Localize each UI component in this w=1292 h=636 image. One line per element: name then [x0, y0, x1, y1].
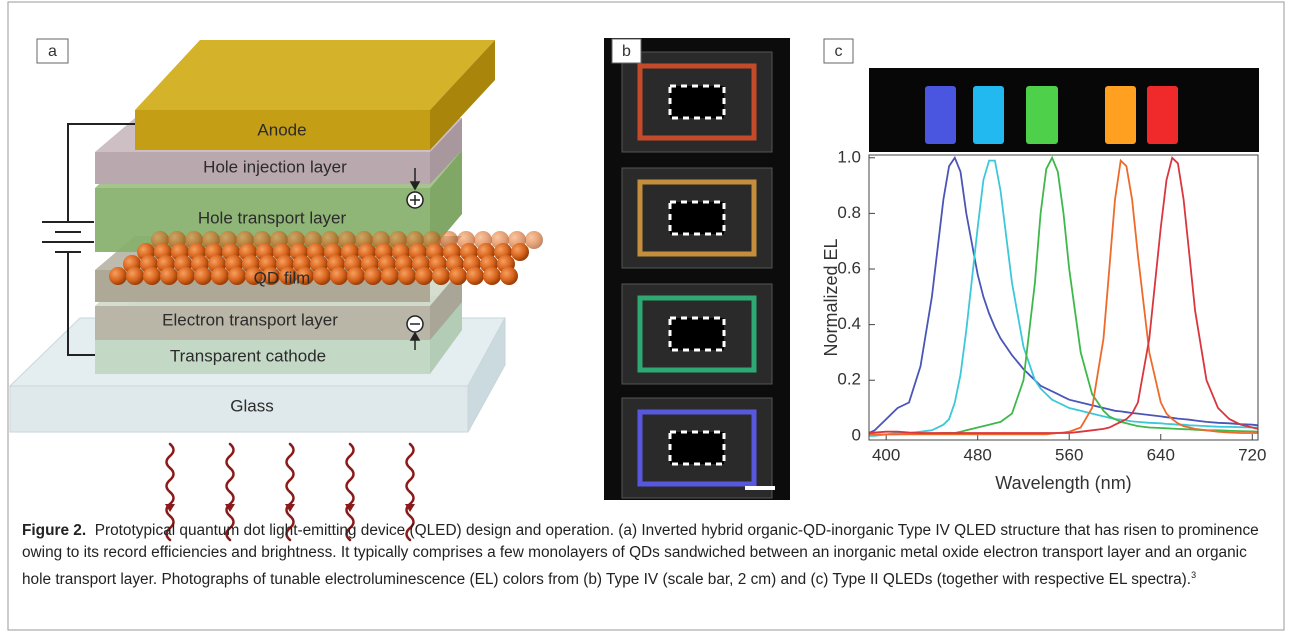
qd-sphere [466, 267, 484, 285]
qd-sphere [381, 267, 399, 285]
x-tick-label: 640 [1147, 445, 1175, 464]
device-diagram: Anode Hole injection layer Hole transpor… [10, 40, 543, 540]
qd-sphere [211, 267, 229, 285]
layer-label: Hole injection layer [203, 157, 347, 176]
caption-ref: 3 [1191, 570, 1196, 580]
x-tick-label: 400 [872, 445, 900, 464]
qd-sphere [160, 267, 178, 285]
y-tick-label: 0.2 [837, 370, 861, 389]
caption: Figure 2. Prototypical quantum dot light… [22, 520, 1270, 591]
device-center [670, 432, 724, 464]
x-tick-label: 480 [964, 445, 992, 464]
spectrum-line [869, 158, 1258, 433]
device-center [670, 86, 724, 118]
y-tick-label: 0.8 [837, 203, 861, 222]
layer-label: Anode [257, 120, 306, 139]
caption-label: Figure 2. [22, 522, 86, 539]
qd-sphere [313, 267, 331, 285]
page: Anode Hole injection layer Hole transpor… [0, 0, 1292, 636]
qd-sphere [126, 267, 144, 285]
panel-label: a [48, 43, 57, 60]
qd-sphere [347, 267, 365, 285]
qd-sphere [525, 231, 543, 249]
x-tick-label: 560 [1055, 445, 1083, 464]
caption-text: Prototypical quantum dot light-emitting … [22, 522, 1259, 588]
spectrum-line [869, 158, 1258, 433]
y-axis-label: Normalized EL [821, 238, 841, 356]
device-center [670, 202, 724, 234]
y-tick-label: 1.0 [837, 147, 861, 166]
x-tick-label: 720 [1238, 445, 1266, 464]
panel-label: c [835, 43, 843, 60]
layer-label: Electron transport layer [162, 310, 338, 329]
spectrum-line [869, 158, 1258, 435]
y-tick-label: 0 [852, 425, 861, 444]
qd-sphere [500, 267, 518, 285]
spectrum-line [869, 161, 1258, 435]
device-center [670, 318, 724, 350]
y-tick-label: 0.4 [837, 314, 861, 333]
y-tick-label: 0.6 [837, 258, 861, 277]
layer-label: Hole transport layer [198, 208, 347, 227]
qd-sphere [177, 267, 195, 285]
layer-label: Glass [230, 396, 273, 415]
qd-sphere [511, 243, 529, 261]
qd-sphere [449, 267, 467, 285]
device-photo [604, 38, 790, 500]
layer-label: Transparent cathode [170, 346, 326, 365]
qd-sphere [415, 267, 433, 285]
spectrum-chart: 0 0.2 0.4 0.6 0.8 1.0 400 480 560 640 720 Wavelengt… [821, 147, 1267, 492]
layer-label: QD film [254, 268, 311, 287]
x-axis-label: Wavelength (nm) [995, 473, 1131, 493]
qd-sphere [228, 267, 246, 285]
qd-sphere [398, 267, 416, 285]
spectrum-line [869, 161, 1258, 436]
qd-sphere [432, 267, 450, 285]
qd-sphere [194, 267, 212, 285]
panel-label: b [622, 43, 631, 60]
qd-sphere [330, 267, 348, 285]
qd-sphere [143, 267, 161, 285]
qd-sphere [109, 267, 127, 285]
qd-sphere [364, 267, 382, 285]
emission-photo [869, 68, 1259, 152]
qd-sphere [483, 267, 501, 285]
